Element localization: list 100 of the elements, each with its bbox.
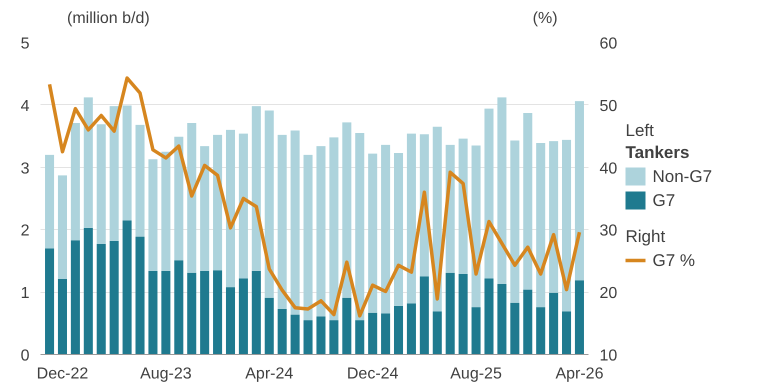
bar	[484, 108, 494, 278]
bar	[213, 270, 222, 354]
bar	[161, 270, 170, 354]
bar	[45, 154, 54, 248]
bar	[187, 272, 196, 354]
y2-tick-label: 10	[600, 348, 618, 364]
bar	[264, 110, 274, 298]
bar	[432, 311, 442, 354]
bar	[70, 240, 80, 354]
bar	[329, 320, 338, 354]
bar	[574, 101, 584, 280]
bar	[381, 144, 390, 314]
bar	[238, 278, 248, 354]
text: Left	[626, 121, 654, 140]
bar	[536, 142, 546, 308]
bar	[536, 307, 546, 354]
bar	[96, 244, 106, 354]
bar	[174, 260, 184, 354]
text: Right	[626, 227, 666, 246]
x-tick-label: Aug-25	[450, 366, 502, 382]
bar	[342, 122, 352, 298]
bar	[213, 134, 222, 270]
bar	[84, 97, 93, 228]
bar	[200, 270, 210, 354]
bar	[523, 290, 532, 354]
bar	[368, 312, 378, 354]
bar	[458, 274, 468, 354]
bar	[96, 124, 106, 244]
bar	[110, 240, 119, 354]
bar	[135, 236, 145, 354]
bar	[510, 302, 520, 354]
bar	[562, 140, 572, 312]
y2-axis-title: (%)	[532, 10, 558, 27]
bar	[304, 154, 313, 320]
bar	[148, 159, 158, 271]
bar	[484, 278, 494, 354]
y2-tick-label: 50	[600, 98, 618, 115]
x-tick-label: Apr-26	[555, 366, 604, 382]
bar	[406, 134, 416, 304]
bar	[394, 306, 404, 354]
bar	[226, 130, 236, 288]
bar	[316, 316, 326, 354]
bar	[304, 320, 313, 354]
bar	[252, 270, 261, 354]
bar	[381, 313, 390, 354]
x-tick-label: Dec-22	[36, 366, 88, 382]
y-tick-label: 4	[20, 98, 30, 115]
bar	[174, 136, 184, 260]
bar	[70, 122, 80, 240]
legend-label: G7	[652, 191, 676, 210]
bar	[278, 134, 287, 309]
y2-tick-label: 30	[600, 222, 618, 240]
bar	[549, 141, 558, 293]
bar	[329, 137, 338, 320]
bar	[200, 146, 210, 271]
bar	[355, 132, 364, 320]
bar	[252, 106, 261, 271]
bar	[574, 280, 584, 354]
bar	[84, 228, 93, 354]
y2-tick-label: 40	[600, 160, 618, 178]
bar	[510, 140, 520, 303]
y-tick-label: 2	[20, 222, 30, 240]
bar	[342, 298, 352, 354]
legend-title: Tankers	[626, 143, 690, 162]
y-tick-label: 0	[20, 348, 30, 364]
bar	[368, 154, 378, 313]
bar	[135, 124, 145, 237]
x-tick-label: Apr-24	[245, 366, 294, 382]
y2-tick-label: 20	[600, 285, 618, 302]
bar	[406, 303, 416, 354]
y-tick-label: 3	[20, 160, 30, 178]
bar	[187, 122, 196, 273]
bar	[355, 320, 364, 354]
bar	[278, 308, 287, 354]
bar	[148, 270, 158, 354]
bar	[290, 130, 300, 315]
bar	[122, 220, 132, 354]
bar	[226, 287, 236, 354]
bar	[58, 175, 67, 279]
y-axis-title: (million b/d)	[67, 10, 150, 27]
x-tick-label: Dec-24	[346, 366, 399, 382]
bar	[420, 276, 429, 354]
bar	[549, 292, 558, 354]
bar	[110, 106, 119, 241]
bar	[122, 106, 132, 220]
bar	[394, 152, 404, 306]
bar	[523, 113, 532, 290]
legend-label: Non-G7	[652, 167, 712, 186]
bar	[472, 307, 481, 354]
y2-tick-label: 60	[600, 36, 618, 52]
y-tick-label: 1	[20, 285, 30, 302]
bar	[290, 314, 300, 354]
legend-label: G7 %	[652, 251, 696, 270]
bar	[45, 248, 54, 354]
bar	[58, 278, 67, 354]
x-tick-label: Aug-23	[140, 366, 192, 382]
bar	[446, 272, 455, 354]
line-series	[48, 76, 582, 318]
bar	[238, 134, 248, 278]
bar	[497, 97, 506, 284]
